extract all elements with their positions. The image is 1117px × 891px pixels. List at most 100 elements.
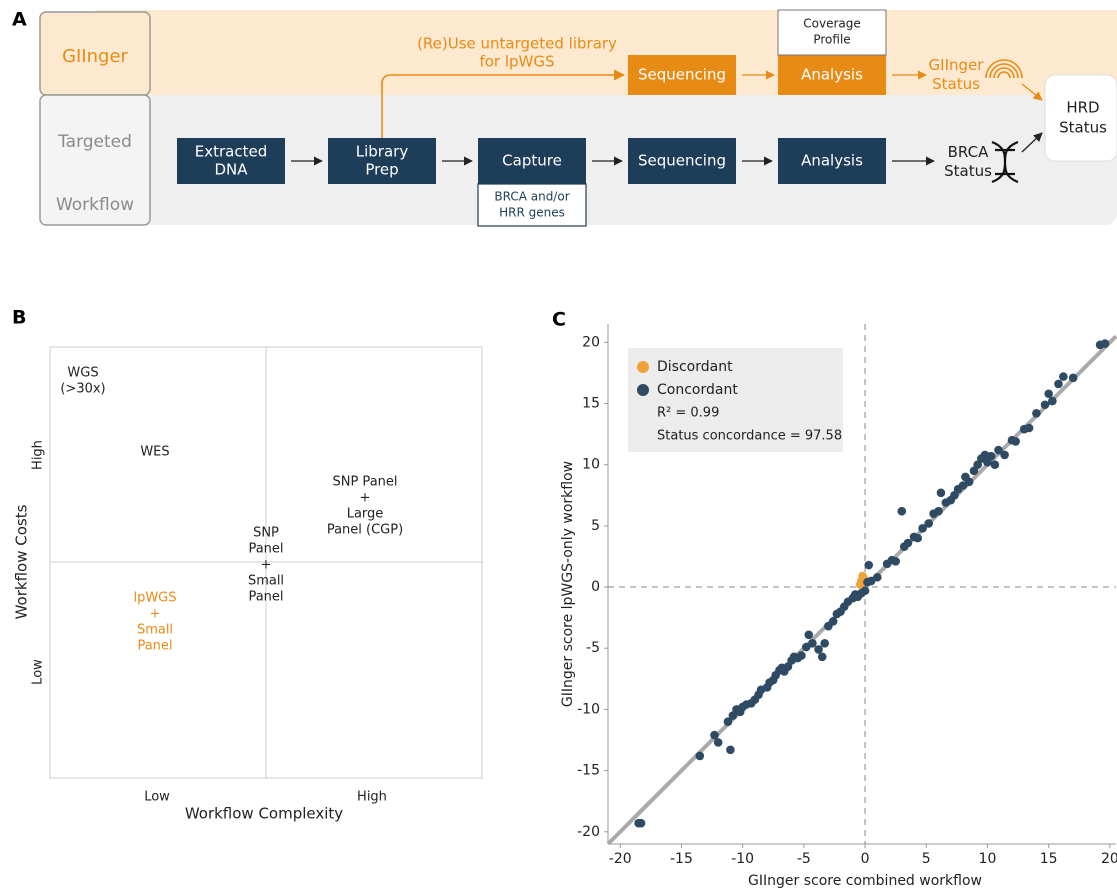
y-tick-label: 0 bbox=[591, 579, 600, 595]
legend-label: Concordant bbox=[657, 382, 738, 398]
fingerprint-icon bbox=[989, 63, 1019, 79]
dna-icon bbox=[991, 140, 1019, 184]
quadrant-item: + bbox=[150, 607, 161, 622]
point bbox=[934, 506, 943, 516]
point bbox=[1068, 373, 1078, 383]
y-tick-label: 15 bbox=[582, 396, 600, 412]
coverage-note: Coverage bbox=[803, 17, 861, 31]
quadrant-item: Panel bbox=[248, 542, 283, 557]
point bbox=[814, 645, 823, 654]
quadrant-item: Panel bbox=[137, 639, 172, 654]
point bbox=[808, 639, 817, 648]
step-label: Prep bbox=[365, 161, 398, 179]
panel-label: C bbox=[552, 309, 566, 331]
hrd-status: HRD bbox=[1066, 99, 1099, 117]
lpwgs-step-box bbox=[628, 55, 736, 95]
panel-label: A bbox=[12, 9, 27, 31]
point bbox=[964, 477, 974, 487]
x-level: High bbox=[357, 790, 387, 805]
arrow bbox=[1021, 132, 1043, 153]
quadrant-item: (>30x) bbox=[60, 382, 105, 397]
step-box bbox=[177, 138, 285, 184]
puzzle-title: GIInger bbox=[62, 46, 128, 67]
point bbox=[1032, 409, 1041, 418]
point bbox=[1024, 423, 1034, 433]
y-tick-label: -5 bbox=[586, 640, 600, 656]
quadrant-item: Panel (CGP) bbox=[327, 523, 403, 538]
capture-note: HRR genes bbox=[499, 206, 565, 220]
axis-title: GIInger score lpWGS-only workflow bbox=[560, 461, 576, 707]
quadrant-item: + bbox=[360, 491, 371, 506]
y-tick-label: -15 bbox=[577, 763, 600, 779]
quadrant-item: + bbox=[261, 558, 272, 573]
legend-note: Status concordance = 97.58 bbox=[657, 429, 842, 444]
point bbox=[903, 538, 913, 548]
axis-title: GIInger score combined workflow bbox=[748, 873, 982, 889]
reuse-arrow bbox=[381, 69, 626, 138]
y-level: Low bbox=[31, 659, 46, 685]
fingerprint-icon bbox=[993, 67, 1015, 79]
quadrant-item: Large bbox=[347, 507, 384, 522]
brca-status: BRCA bbox=[948, 143, 989, 161]
fingerprint-icon bbox=[997, 71, 1011, 79]
x-tick-label: 20 bbox=[1101, 851, 1117, 867]
axis-title: Workflow Complexity bbox=[185, 805, 343, 823]
capture-note-box bbox=[477, 183, 587, 227]
point bbox=[891, 557, 900, 566]
point bbox=[828, 617, 838, 626]
point bbox=[990, 460, 1000, 470]
step-label: DNA bbox=[214, 161, 248, 179]
point bbox=[936, 488, 946, 498]
y-tick-label: 5 bbox=[591, 518, 600, 534]
x-tick-label: 0 bbox=[861, 851, 870, 867]
quadrant-item: SNP bbox=[253, 526, 279, 541]
y-tick-label: 10 bbox=[582, 457, 600, 473]
point bbox=[636, 818, 646, 828]
lpwgs-band bbox=[95, 10, 1117, 95]
point bbox=[994, 445, 1003, 455]
point bbox=[924, 519, 934, 528]
giinger-status: Status bbox=[932, 75, 980, 93]
point bbox=[1011, 437, 1020, 446]
x-tick-label: 10 bbox=[979, 851, 997, 867]
legend-swatch bbox=[637, 384, 649, 396]
reuse-note: (Re)Use untargeted library bbox=[417, 35, 617, 53]
point bbox=[797, 651, 806, 660]
step-label: Capture bbox=[502, 152, 562, 170]
x-tick-label: -10 bbox=[731, 851, 754, 867]
point bbox=[1000, 450, 1009, 460]
quadrant-item: lpWGS bbox=[133, 591, 176, 606]
axis-title: Workflow Costs bbox=[13, 504, 31, 619]
point bbox=[918, 524, 927, 533]
targeted-band bbox=[95, 95, 1117, 225]
x-tick-label: 15 bbox=[1040, 851, 1058, 867]
point bbox=[913, 533, 922, 543]
y-tick-label: -20 bbox=[577, 824, 600, 840]
step-label: Extracted bbox=[195, 143, 267, 161]
legend-box bbox=[628, 348, 843, 452]
point bbox=[1059, 372, 1068, 381]
giinger-status: GIInger bbox=[929, 56, 985, 74]
quadrant-item: WGS bbox=[67, 366, 98, 381]
step-box bbox=[778, 138, 886, 184]
x-tick-label: 5 bbox=[922, 851, 931, 867]
panel-label: B bbox=[12, 307, 26, 329]
fingerprint-icon bbox=[985, 59, 1023, 79]
point bbox=[1048, 396, 1057, 406]
puzzle-text: Workflow bbox=[56, 195, 134, 215]
hrd-box bbox=[1044, 74, 1117, 162]
coverage-note: Profile bbox=[813, 33, 850, 47]
lpwgs-step-label: Sequencing bbox=[638, 66, 726, 84]
legend-label: Discordant bbox=[657, 359, 733, 375]
quadrant-item: SNP Panel bbox=[332, 475, 397, 490]
point bbox=[723, 717, 733, 726]
point bbox=[713, 738, 723, 747]
point bbox=[820, 639, 829, 648]
point bbox=[710, 730, 719, 740]
point bbox=[1040, 400, 1050, 410]
hrd-status: Status bbox=[1059, 119, 1107, 137]
y-level: High bbox=[31, 440, 46, 470]
capture-note: BRCA and/or bbox=[494, 190, 569, 204]
step-label: Library bbox=[356, 143, 409, 161]
